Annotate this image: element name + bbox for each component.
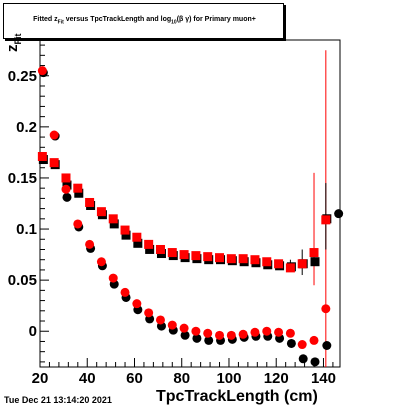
data-point-square-red — [285, 263, 295, 273]
data-point-square-red — [61, 173, 71, 183]
data-point-square-red — [155, 244, 165, 254]
errorbar-layer — [289, 50, 327, 367]
data-point-circle-red — [250, 327, 260, 337]
data-point-square-black — [133, 238, 143, 248]
data-point-square-red — [238, 254, 248, 264]
y-tick-label: 0.05 — [8, 272, 37, 289]
y-axis-label-sub: Fit — [13, 33, 23, 45]
x-tick-label: 140 — [311, 370, 336, 387]
data-point-circle-black — [62, 192, 72, 202]
title-part-pre: Fitted z — [33, 16, 58, 23]
datestamp: Tue Dec 21 13:14:20 2021 — [4, 395, 112, 405]
data-point-circle-red — [238, 329, 248, 339]
x-axis-label: TpcTrackLength (cm) — [156, 388, 318, 405]
data-point-square-red — [144, 239, 154, 249]
data-point-square-red — [262, 257, 272, 267]
data-point-circle-black — [310, 357, 320, 367]
data-point-circle-red — [167, 320, 177, 330]
data-point-circle-red — [155, 315, 165, 325]
data-point-circle-red — [203, 328, 213, 338]
title-subscript-10: 10 — [171, 19, 177, 26]
data-point-square-red — [73, 183, 83, 193]
data-point-circle-red — [191, 326, 201, 336]
data-point-square-black — [74, 188, 84, 198]
x-tick-label: 80 — [173, 370, 190, 387]
title-subscript-fit: Fit — [57, 19, 64, 26]
data-point-square-black — [145, 244, 155, 254]
data-point-square-red — [250, 255, 260, 265]
data-point-circle-red — [179, 323, 189, 333]
data-point-circle-black — [204, 335, 214, 345]
x-tick-label: 120 — [264, 370, 289, 387]
data-point-square-red — [132, 232, 142, 242]
data-point-circle-black — [180, 330, 190, 340]
data-point-circle-red — [132, 299, 142, 309]
data-point-square-red — [108, 214, 118, 224]
title-box: Fitted zFit versus TpcTrackLength and lo… — [3, 3, 284, 39]
y-tick-label: 0.15 — [8, 170, 37, 187]
title-part-post: (β γ) for Primary muon+ — [176, 16, 256, 23]
data-point-circle-red — [73, 219, 83, 229]
data-point-circle-black — [286, 338, 296, 348]
data-point-square-red — [297, 259, 307, 269]
data-point-circle-black — [298, 354, 308, 364]
x-tick-label: 40 — [79, 370, 96, 387]
data-point-square-red — [179, 250, 189, 260]
plot-frame — [39, 39, 341, 368]
data-point-circle-red — [49, 130, 59, 140]
data-point-circle-black — [192, 333, 202, 343]
marker-layer — [37, 66, 344, 367]
data-point-square-red — [191, 251, 201, 261]
title-part-mid: versus TpcTrackLength and log — [63, 16, 172, 23]
data-point-circle-red — [215, 330, 225, 340]
y-tick-label: 0.1 — [16, 221, 37, 238]
x-tick-label: 100 — [216, 370, 241, 387]
chart-title: Fitted zFit versus TpcTrackLength and lo… — [4, 16, 285, 25]
data-point-circle-red — [144, 308, 154, 318]
data-point-circle-red — [108, 273, 118, 283]
data-point-square-red — [309, 248, 319, 258]
data-point-circle-red — [262, 326, 272, 336]
data-point-square-red — [274, 259, 284, 269]
data-point-circle-red — [285, 328, 295, 338]
data-point-square-red — [85, 197, 95, 207]
x-tick-label: 20 — [32, 370, 49, 387]
data-point-circle-black — [322, 340, 332, 350]
data-point-square-red — [49, 158, 59, 168]
data-point-square-red — [120, 225, 130, 235]
y-tick-label: 0.25 — [8, 68, 37, 85]
data-point-square-red — [215, 253, 225, 263]
data-point-circle-red — [297, 340, 307, 350]
y-axis-label: zFit — [4, 34, 23, 53]
y-tick-label: 0 — [29, 323, 37, 340]
x-tick-label: 60 — [126, 370, 143, 387]
data-point-circle-red — [226, 330, 236, 340]
data-point-circle-red — [321, 304, 331, 314]
data-point-circle-red — [85, 239, 95, 249]
data-point-circle-red — [96, 257, 106, 267]
data-point-square-black — [109, 219, 119, 229]
data-point-circle-red — [274, 327, 284, 337]
data-point-circle-red — [309, 335, 319, 345]
y-axis-label-main: z — [4, 44, 21, 53]
data-point-circle-red — [120, 287, 130, 297]
data-point-square-red — [203, 252, 213, 262]
data-point-square-red — [321, 215, 331, 225]
data-point-circle-black — [334, 209, 344, 219]
data-point-square-red — [167, 248, 177, 258]
y-tick-label: 0.2 — [16, 119, 37, 136]
data-point-square-black — [310, 257, 320, 267]
data-point-square-red — [37, 151, 47, 161]
data-point-square-red — [96, 207, 106, 217]
data-point-square-black — [121, 230, 131, 240]
data-point-square-red — [226, 254, 236, 264]
data-point-circle-red — [37, 66, 47, 76]
data-point-circle-red — [61, 184, 71, 194]
ticks-layer: 20 40 60 80 100 120 140 0 0.05 0.1 0.15 0.2 0.25 — [8, 44, 336, 387]
